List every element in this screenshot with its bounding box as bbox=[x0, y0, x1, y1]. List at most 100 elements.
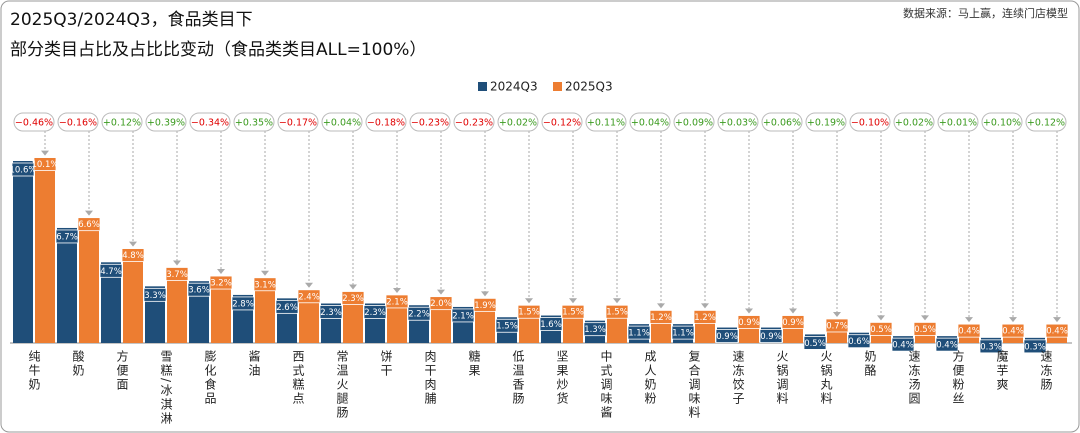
bar bbox=[299, 301, 319, 343]
arrow bbox=[393, 287, 401, 293]
value-label: 0.7% bbox=[826, 321, 848, 331]
change-label: −0.46% bbox=[15, 118, 53, 129]
value-label-box bbox=[803, 336, 827, 350]
value-label: 2.1% bbox=[386, 297, 408, 307]
value-label: 0.4% bbox=[1002, 327, 1024, 337]
x-tick-label: 常温火腿肠 bbox=[335, 350, 349, 420]
value-label: 0.5% bbox=[914, 325, 936, 335]
value-label-box bbox=[957, 323, 981, 338]
change-bubble bbox=[101, 112, 143, 132]
value-label: 3.2% bbox=[210, 279, 232, 289]
value-label-box bbox=[341, 291, 365, 305]
arrow bbox=[921, 315, 929, 321]
value-label-box bbox=[495, 318, 519, 333]
change-bubble bbox=[365, 112, 407, 132]
value-label: 4.7% bbox=[100, 267, 122, 277]
x-tick-label: 方便面 bbox=[115, 350, 129, 392]
x-tick-label: 魔芋爽 bbox=[995, 350, 1009, 392]
value-label-box bbox=[473, 297, 497, 312]
value-label: 2.6% bbox=[276, 303, 298, 313]
change-bubble bbox=[497, 112, 539, 132]
change-bubble bbox=[849, 112, 891, 132]
value-label-box bbox=[979, 339, 1003, 354]
value-label-box bbox=[209, 275, 233, 290]
x-tick-label: 奶酪 bbox=[863, 350, 877, 378]
bar bbox=[1047, 336, 1067, 343]
value-label: 0.4% bbox=[958, 327, 980, 337]
value-label: 6.7% bbox=[56, 232, 78, 242]
change-label: +0.09% bbox=[675, 118, 713, 129]
arrow bbox=[1053, 317, 1061, 323]
bar bbox=[343, 303, 363, 343]
change-bubble bbox=[321, 112, 363, 132]
x-tick-label: 速冻肠 bbox=[1039, 350, 1053, 392]
value-label-box bbox=[561, 304, 585, 319]
change-label: +0.02% bbox=[499, 118, 537, 129]
bar bbox=[35, 169, 55, 343]
value-label: 1.5% bbox=[496, 322, 518, 332]
x-tick-label: 低温香肠 bbox=[511, 350, 525, 406]
change-label: +0.01% bbox=[939, 118, 977, 129]
value-label: 1.2% bbox=[694, 313, 716, 323]
bar bbox=[101, 262, 121, 343]
change-label: −0.17% bbox=[279, 118, 317, 129]
bar bbox=[387, 306, 407, 343]
value-label-box bbox=[649, 309, 673, 324]
change-label: −0.12% bbox=[543, 118, 581, 129]
change-label: +0.04% bbox=[323, 118, 361, 129]
value-label: 1.6% bbox=[540, 320, 562, 330]
arrow bbox=[525, 298, 533, 304]
x-tick-label: 膨化食品 bbox=[203, 350, 217, 406]
value-label-box bbox=[605, 304, 629, 319]
change-label: −0.16% bbox=[59, 118, 97, 129]
x-tick-label: 火锅调料 bbox=[775, 350, 789, 406]
arrow bbox=[569, 298, 577, 304]
value-label-box bbox=[891, 337, 915, 352]
x-tick-label: 中式调味酱 bbox=[599, 350, 613, 420]
bar bbox=[1003, 336, 1023, 343]
value-label-box bbox=[1045, 323, 1069, 338]
x-tick-label: 火锅丸料 bbox=[819, 350, 833, 406]
arrow bbox=[41, 150, 49, 156]
value-label-box bbox=[825, 318, 849, 333]
bar bbox=[915, 334, 935, 343]
value-label: 0.5% bbox=[870, 325, 892, 335]
change-label: +0.10% bbox=[983, 118, 1021, 129]
bar bbox=[255, 289, 275, 343]
legend-label: 2025Q3 bbox=[565, 80, 613, 94]
arrow bbox=[877, 315, 885, 321]
change-bubble bbox=[937, 112, 979, 132]
chart-subtitle: 部分类目占比及占比比变动（食品类类目ALL=100%） bbox=[10, 40, 426, 60]
value-label-box bbox=[781, 315, 805, 329]
value-label-box bbox=[1001, 323, 1025, 338]
value-label-box bbox=[99, 263, 123, 278]
change-label: +0.06% bbox=[763, 118, 801, 129]
value-label-box bbox=[715, 329, 739, 343]
value-label-box bbox=[539, 317, 563, 331]
value-label-box bbox=[165, 267, 189, 281]
x-tick-label: 成人奶粉 bbox=[643, 350, 657, 406]
change-label: −0.23% bbox=[455, 118, 493, 129]
change-label: −0.18% bbox=[367, 118, 405, 129]
value-label: 0.9% bbox=[716, 332, 738, 342]
value-label-box bbox=[913, 322, 937, 336]
value-label: 3.7% bbox=[166, 270, 188, 280]
value-label: 1.3% bbox=[584, 325, 606, 335]
bar bbox=[783, 327, 803, 343]
value-label-box bbox=[363, 305, 387, 319]
value-label: 6.6% bbox=[78, 220, 100, 230]
arrow bbox=[833, 311, 841, 317]
arrow bbox=[613, 298, 621, 304]
change-bubble bbox=[13, 112, 55, 132]
value-label: 1.5% bbox=[562, 308, 584, 318]
value-label: 2.8% bbox=[232, 299, 254, 309]
arrow bbox=[657, 303, 665, 309]
bar bbox=[431, 308, 451, 343]
value-label-box bbox=[627, 325, 651, 340]
value-label-box bbox=[451, 308, 475, 323]
x-tick-label: 方便粉丝 bbox=[951, 350, 965, 406]
change-bubble bbox=[453, 112, 495, 132]
bar bbox=[651, 322, 671, 343]
change-label: +0.12% bbox=[103, 118, 141, 129]
arrow bbox=[789, 308, 797, 314]
